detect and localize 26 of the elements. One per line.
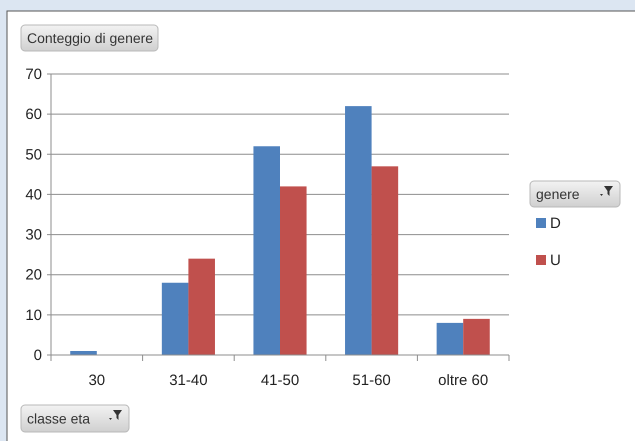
x-tick-label: 31-40 xyxy=(169,372,208,389)
y-tick-label: 30 xyxy=(25,226,42,244)
bar xyxy=(162,282,188,355)
bar xyxy=(345,106,372,355)
y-tick-label: 60 xyxy=(25,106,42,124)
bar xyxy=(253,146,280,355)
x-tick-label: oltre 60 xyxy=(438,372,488,389)
bar xyxy=(436,322,464,355)
bar xyxy=(188,258,215,355)
x-axis-title: classe eta xyxy=(27,410,90,426)
x-tick-label: 51-60 xyxy=(352,372,391,389)
y-tick-label: 40 xyxy=(25,186,42,204)
x-tick-label: 41-50 xyxy=(260,372,300,389)
bar xyxy=(280,186,307,355)
bar xyxy=(372,166,398,355)
legend-label: U xyxy=(550,252,561,269)
y-tick-label: 10 xyxy=(25,306,42,324)
y-tick-label: 50 xyxy=(25,146,42,164)
x-tick-label: 30 xyxy=(88,372,106,389)
legend-title: genere xyxy=(536,186,580,202)
chart-title: Conteggio di genere xyxy=(27,30,154,46)
y-tick-label: 20 xyxy=(25,266,42,284)
legend-label: D xyxy=(550,215,561,232)
bar xyxy=(463,318,490,355)
y-tick-label: 0 xyxy=(34,347,42,364)
y-tick-label: 70 xyxy=(25,66,42,83)
